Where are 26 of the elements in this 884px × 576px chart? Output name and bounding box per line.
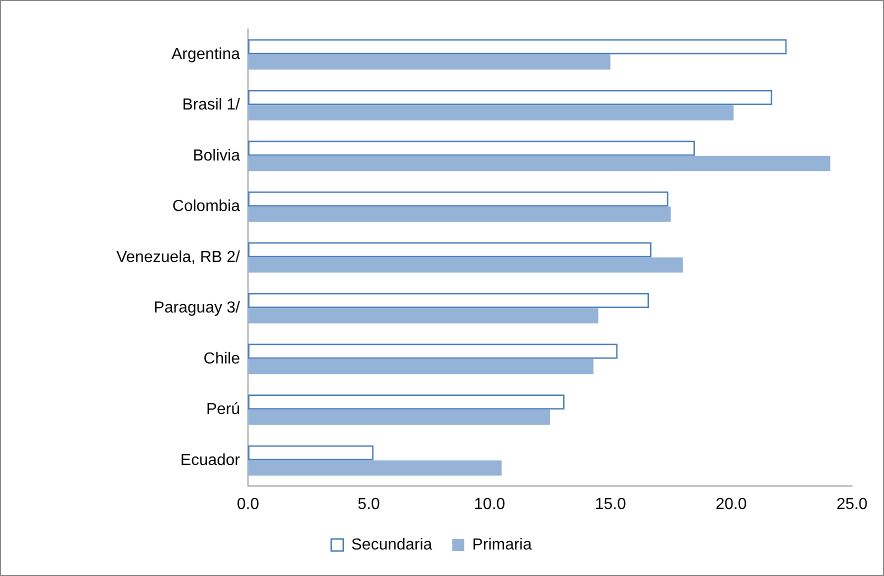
y-tick-label: Ecuador [180,452,241,469]
x-tick-label: 20.0 [716,496,747,513]
x-tick-label: 5.0 [358,496,380,513]
bar [248,460,502,476]
bar [248,410,550,425]
y-tick-label: Colombia [172,198,240,216]
y-tick-label: Chile [204,350,240,368]
y-tick-label: Paraguay 3/ [154,300,241,317]
x-tick-label: 0.0 [236,496,260,513]
x-tick-label: 25.0 [836,496,868,513]
legend-label: Primaria [472,536,532,554]
y-tick-label: Argentina [172,46,240,63]
x-tick-label: 15.0 [594,496,626,513]
bar [248,308,598,324]
bar [248,206,671,222]
bar [248,156,830,172]
y-tick-label: Bolivia [192,147,240,164]
y-tick-label: Perú [206,401,240,418]
y-tick-label: Venezuela, RB 2/ [116,248,241,266]
legend-label: Secundaria [351,536,432,554]
bar [248,358,594,374]
bar [248,257,683,273]
bar [248,54,610,70]
x-tick-label: 10.0 [474,496,506,513]
y-tick-label: Brasil 1/ [182,96,241,114]
bar [248,105,734,120]
